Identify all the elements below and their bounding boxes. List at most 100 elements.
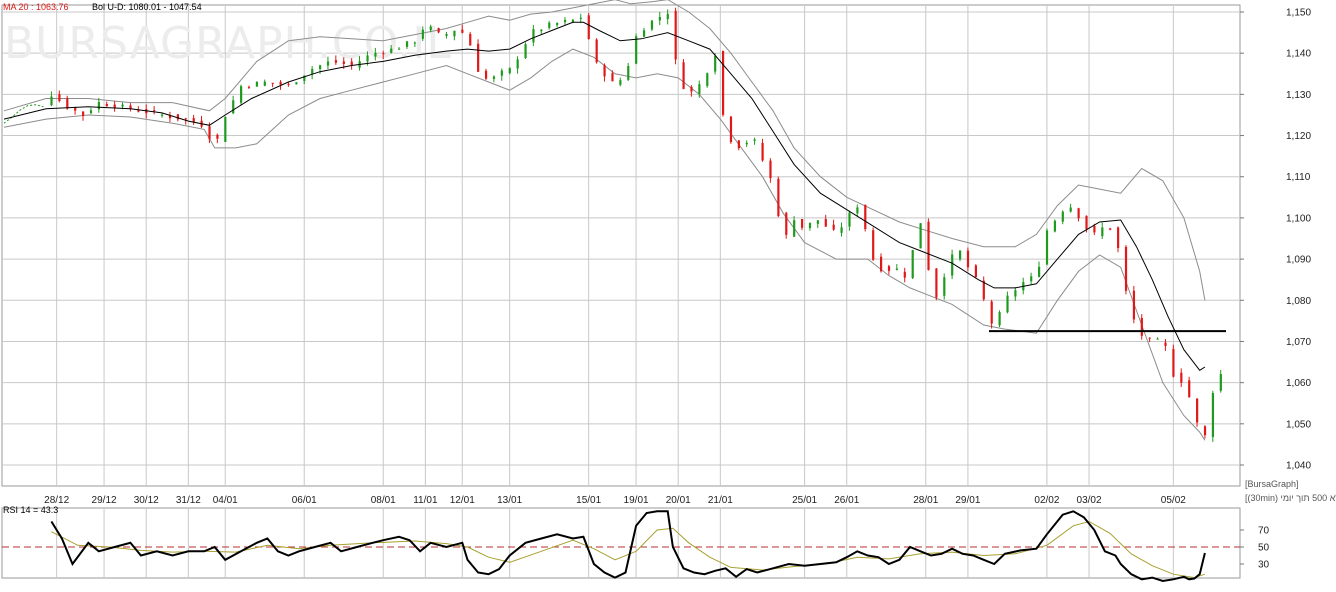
candle-body (405, 41, 409, 47)
candle-body (168, 115, 172, 119)
date-tick-label: 02/02 (1034, 495, 1059, 506)
price-panel-frame (1, 4, 1241, 487)
candle-body (413, 42, 417, 44)
candle-body (682, 62, 685, 89)
date-axis: 28/12 29/12 30/12 31/12 04/01 06/01 08/01 11/01… (44, 495, 1186, 506)
candle-body (232, 100, 235, 114)
candle-body (816, 220, 819, 224)
rsi-tick-label: 50 (1258, 543, 1270, 554)
date-tick-label: 03/02 (1077, 495, 1102, 506)
candle-body (342, 61, 345, 65)
candle-body (89, 110, 93, 114)
date-tick-label: 15/01 (576, 495, 601, 506)
candle-body (184, 118, 187, 120)
candle-body (161, 114, 164, 116)
candle-body (121, 104, 124, 107)
price-tick-label: 1,090 (1286, 255, 1311, 266)
candle-body (603, 65, 606, 77)
candle-body (698, 84, 701, 95)
candle-body (1203, 426, 1207, 436)
candle-body (911, 249, 914, 278)
candle-body (951, 254, 954, 276)
candle-body (247, 86, 251, 88)
candle-body (548, 22, 551, 28)
panel-frames (1, 4, 1241, 579)
date-tick-label: 25/01 (792, 495, 817, 506)
candle-body (192, 118, 195, 123)
candle-body (903, 271, 906, 278)
candle-body (887, 266, 891, 271)
date-tick-label: 28/12 (44, 495, 69, 506)
candle-body (1053, 220, 1057, 232)
candle-body (761, 142, 764, 161)
price-axis: 1,040 1,050 1,060 1,070 1,080 1,090 1,100 1,110… (1240, 8, 1311, 472)
date-tick-label: 08/01 (371, 495, 396, 506)
date-tick-label: 28/01 (913, 495, 938, 506)
candle-body (1030, 276, 1033, 282)
candle-body (721, 50, 725, 115)
date-tick-label: 26/01 (834, 495, 859, 506)
candle-body (966, 250, 970, 268)
candle-body (1140, 317, 1143, 336)
candle-body (1069, 207, 1072, 212)
candle-body (1219, 374, 1222, 391)
candle-body (611, 73, 614, 82)
bollinger-upper-line (3, 0, 1206, 301)
candle-body (959, 250, 962, 260)
date-tick-label: 19/01 (624, 495, 649, 506)
candle-body (508, 67, 511, 74)
candle-body (105, 103, 108, 107)
candle-body (1124, 246, 1128, 291)
candle-body (1045, 230, 1049, 265)
candle-body (1085, 215, 1088, 230)
candle-body (295, 82, 298, 85)
candle-body (982, 280, 985, 300)
candle-body (666, 13, 669, 20)
candle-body (137, 110, 140, 112)
candle-body (1077, 208, 1080, 219)
moving-average (3, 21, 1206, 371)
candle-body (1117, 227, 1120, 249)
candle-body (587, 15, 590, 40)
candle-body (366, 55, 369, 62)
candle-body (595, 39, 598, 63)
candle-body (398, 48, 401, 50)
pre-session-dotted-line (3, 104, 44, 124)
bollinger-lower-line (3, 48, 1206, 441)
candle-body (579, 17, 582, 19)
date-tick-label: 06/01 (292, 495, 317, 506)
source-note: [BursaGraph] (1245, 479, 1299, 489)
candle-body (208, 126, 211, 140)
candle-body (374, 52, 377, 57)
candle-body (326, 61, 330, 66)
candle-body (1038, 266, 1041, 277)
candle-body (129, 105, 132, 110)
candle-body (1093, 225, 1096, 233)
candle-body (872, 230, 875, 260)
candle-body (176, 114, 180, 120)
candle-body (1132, 290, 1136, 320)
candle-body (1172, 349, 1175, 377)
price-tick-label: 1,120 (1286, 131, 1311, 142)
candle-body (919, 223, 922, 249)
price-tick-label: 1,040 (1286, 461, 1311, 472)
price-tick-label: 1,050 (1286, 419, 1311, 430)
date-tick-label: 11/01 (413, 495, 438, 506)
date-tick-label: 13/01 (497, 495, 522, 506)
ma-legend: MA 20 : 1063.76 (3, 2, 69, 12)
price-tick-label: 1,140 (1286, 49, 1311, 60)
candle-body (540, 29, 543, 32)
rsi-tick-label: 30 (1258, 560, 1270, 571)
candle-body (240, 86, 243, 103)
candle-body (390, 48, 393, 53)
candle-body (737, 140, 740, 149)
candle-body (848, 212, 851, 227)
price-tick-label: 1,100 (1286, 213, 1311, 224)
date-tick-label: 20/01 (666, 495, 691, 506)
rsi-tick-label: 70 (1258, 526, 1270, 537)
candle-body (927, 221, 930, 270)
candle-body (524, 44, 527, 59)
candle-body (627, 65, 630, 80)
